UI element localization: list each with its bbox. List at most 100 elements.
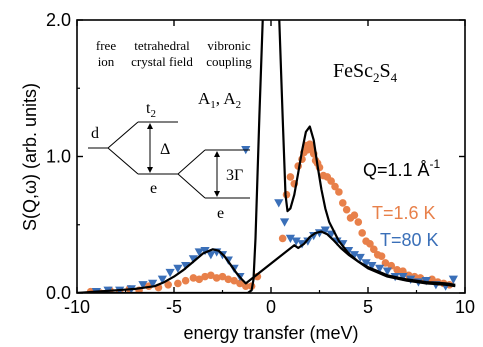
data-point-circle [354, 218, 363, 226]
data-point-circle [164, 281, 172, 289]
a-comma: , A [216, 89, 237, 108]
level-e2-label: e [217, 205, 224, 222]
gamma-label: 3Γ [226, 167, 243, 184]
data-point-triangle [349, 251, 360, 260]
col-vib-1: vibronic [207, 38, 251, 53]
x-axis-title: energy transfer (meV) [183, 323, 358, 343]
data-point-circle [181, 276, 190, 285]
data-point-triangle [279, 218, 290, 227]
data-point-circle [342, 205, 351, 214]
tick-layer: -10 -5 0 5 10 0.0 1.0 2.0 [46, 10, 475, 317]
data-point-circle [331, 182, 339, 191]
data-point-triangle [173, 264, 183, 274]
data-point-circle [327, 177, 335, 185]
data-point-circle [366, 240, 374, 248]
legend-series-1: T=1.6 K [372, 203, 436, 223]
data-point-circle [207, 271, 215, 280]
data-point-circle [189, 274, 198, 282]
y-axis-title: S(Q,ω) (arb. units) [20, 83, 40, 231]
col-free-1: free [96, 38, 116, 53]
data-layer [86, 140, 458, 293]
compound-base: FeSc [333, 60, 373, 82]
x-tick-label: -5 [166, 297, 182, 317]
data-point-triangle [138, 281, 148, 290]
data-point-triangle [367, 262, 377, 271]
level-d-label: d [91, 125, 99, 142]
level-diagram: free ion tetrahedral crystal field vibro… [88, 38, 252, 222]
x-tick-label: 0 [266, 297, 276, 317]
fit-layer [77, 20, 456, 293]
delta-arrow-head-bottom [147, 167, 153, 173]
compound-sub2: 4 [391, 70, 398, 85]
data-point-triangle [361, 259, 371, 268]
compound-label: FeSc2S4 [333, 60, 398, 85]
data-point-triangle [303, 237, 313, 246]
data-point-circle [241, 282, 250, 290]
data-point-circle [195, 275, 204, 284]
data-point-circle [174, 279, 182, 288]
data-point-triangle [188, 255, 198, 264]
split-e-up [177, 149, 206, 175]
q-sup: -1 [430, 157, 441, 171]
compound-sub1: 2 [373, 70, 380, 85]
level-t2-label: t2 [146, 100, 156, 120]
y-tick-label: 0.0 [46, 283, 71, 303]
data-point-triangle [194, 248, 204, 257]
gamma-arrow-head-bottom [214, 191, 220, 197]
data-point-triangle [382, 267, 392, 276]
col-free-2: ion [98, 54, 115, 69]
data-point-circle [236, 279, 244, 288]
a-label-1: A [198, 89, 211, 108]
data-point-circle [218, 272, 227, 281]
level-e1-label: e [150, 180, 157, 197]
level-t-base: t [146, 100, 151, 117]
data-point-circle [224, 275, 233, 284]
x-tick-label: 5 [363, 297, 373, 317]
data-point-triangle [355, 253, 365, 263]
data-point-triangle [291, 237, 301, 246]
data-point-circle [358, 229, 366, 237]
data-point-circle [335, 188, 343, 196]
x-tick-label: -10 [64, 297, 90, 317]
data-point-circle [212, 274, 221, 282]
data-point-triangle [165, 268, 175, 278]
data-point-triangle [320, 226, 330, 235]
data-point-circle [338, 199, 347, 207]
data-point-circle [286, 173, 295, 181]
data-point-triangle [285, 234, 295, 243]
a-sub-2: 2 [236, 99, 242, 111]
level-a-label: A1, A2 [198, 89, 241, 111]
data-point-triangle [309, 231, 319, 241]
data-point-circle [393, 265, 401, 274]
col-vib-2: coupling [206, 54, 252, 69]
legend-series-2: T=80 K [380, 230, 439, 250]
gamma-arrow-head-top [214, 151, 220, 157]
data-point-circle [278, 234, 287, 243]
data-point-circle [230, 276, 238, 285]
fit-line [77, 230, 456, 293]
delta-arrow-head-top [147, 123, 153, 129]
data-point-triangle [206, 251, 216, 260]
data-point-triangle [148, 279, 158, 289]
data-point-triangle [448, 275, 458, 284]
data-point-circle [350, 211, 359, 219]
split-up [107, 121, 139, 149]
q-base: Q=1.1 Å [363, 160, 430, 180]
data-point-circle [377, 252, 386, 260]
split-e-down [177, 173, 206, 199]
data-point-triangle [274, 199, 284, 208]
level-t-sub: 2 [150, 108, 156, 120]
x-tick-label: 10 [455, 297, 475, 317]
data-point-circle [201, 272, 209, 281]
y-tick-label: 1.0 [46, 147, 71, 167]
data-point-triangle [157, 275, 167, 284]
data-point-circle [370, 245, 378, 254]
y-tick-label: 2.0 [46, 10, 71, 30]
data-point-triangle [398, 272, 408, 282]
col-tetra-1: tetrahedral [134, 38, 190, 53]
a-sub-1: 1 [210, 99, 216, 111]
delta-label: Δ [160, 141, 170, 158]
data-point-triangle [375, 264, 385, 274]
data-point-triangle [200, 247, 210, 256]
